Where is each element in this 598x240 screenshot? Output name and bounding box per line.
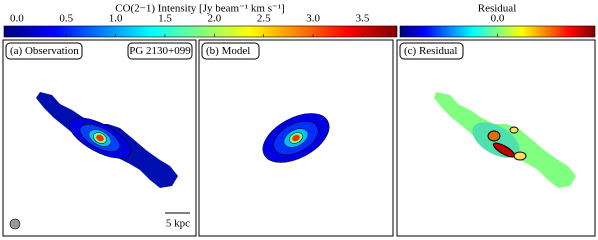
colorbar-label: Residual <box>478 3 517 15</box>
panel-a <box>2 39 197 237</box>
panel-label: (b) Model <box>206 45 250 57</box>
colorbar-label: CO(2−1) Intensity [Jy beam⁻¹ km s⁻¹] <box>115 3 285 15</box>
panel-label: (a) Observation <box>10 45 79 57</box>
tick-label: 0.0 <box>491 13 505 25</box>
tick-label: 3.0 <box>306 13 320 25</box>
target-name: PG 2130+099 <box>129 45 191 57</box>
tick-label: 1.5 <box>158 13 172 25</box>
tick-label: 2.0 <box>207 13 221 25</box>
colorbar <box>3 25 398 38</box>
tick-label: 1.0 <box>109 13 123 25</box>
tick-label: 0.5 <box>59 13 73 25</box>
panel-c <box>396 39 596 237</box>
scale-bar-label: 5 kpc <box>166 218 190 230</box>
tick-label: 2.5 <box>257 13 271 25</box>
panel-b <box>198 39 394 237</box>
tick-label: 3.5 <box>356 13 370 25</box>
panel-labels: (a) Observation PG 2130+099 5 kpc (b) Mo… <box>5 42 464 230</box>
panel-label: (c) Residual <box>404 45 457 57</box>
tick-label: 0.0 <box>10 13 24 25</box>
